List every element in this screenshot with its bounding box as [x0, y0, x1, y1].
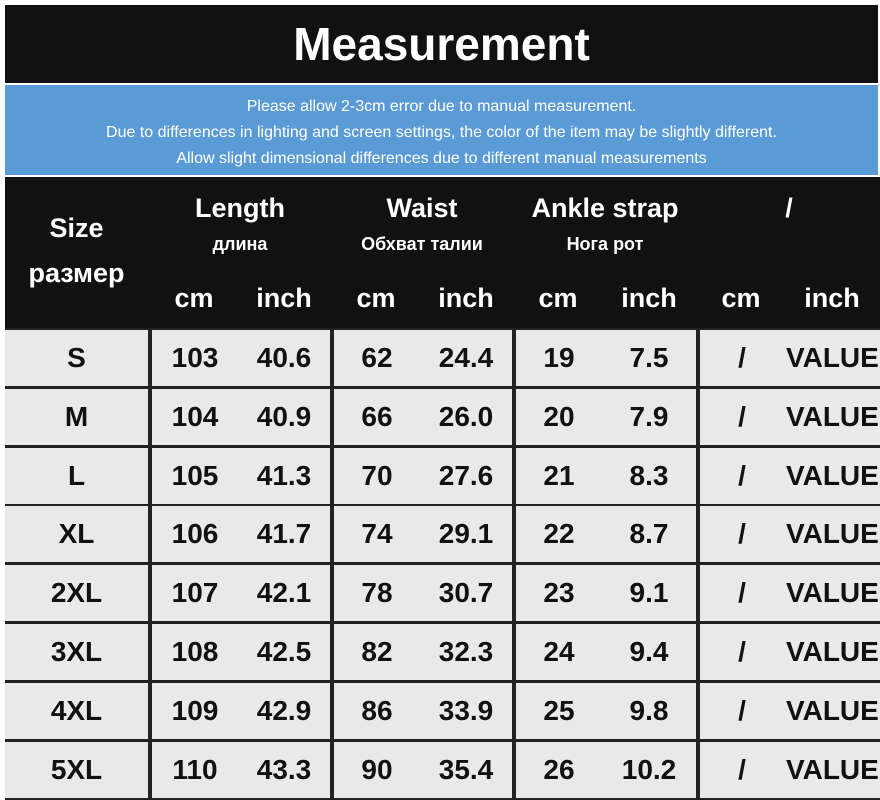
table-cell: 26.0: [420, 388, 512, 445]
table-cell: VALUE: [784, 330, 880, 386]
group-header: Waist: [386, 193, 458, 223]
table-cell: 9.4: [602, 624, 696, 680]
table-cell: /: [700, 682, 784, 739]
table-cell: VALUE: [784, 682, 880, 739]
table-cell: 41.3: [238, 447, 330, 504]
table-cell: 9.1: [602, 565, 696, 622]
table-cell: VALUE: [784, 565, 880, 622]
table-cell: 19: [516, 330, 602, 386]
table-cell: 40.6: [238, 330, 330, 386]
table-cell: 86: [334, 682, 420, 739]
table-cell: 105: [152, 447, 238, 504]
unit-header: inch: [621, 283, 677, 313]
table-cell: 23: [516, 565, 602, 622]
table-cell: VALUE: [784, 447, 880, 504]
table-cell: 26: [516, 741, 602, 798]
group-subheader: Обхват талии: [361, 234, 483, 254]
table-cell: /: [700, 447, 784, 504]
table-cell: 74: [334, 506, 420, 563]
table-cell: 40.9: [238, 388, 330, 445]
table-cell: 106: [152, 506, 238, 563]
table-cell: 43.3: [238, 741, 330, 798]
table-cell: VALUE: [784, 624, 880, 680]
table-cell: 2XL: [5, 565, 148, 622]
notice-line: Due to differences in lighting and scree…: [106, 124, 777, 141]
table-cell: 33.9: [420, 682, 512, 739]
table-cell: /: [700, 741, 784, 798]
unit-header: inch: [438, 283, 494, 313]
title: Measurement: [5, 5, 878, 83]
unit-header: inch: [256, 283, 312, 313]
table-cell: 30.7: [420, 565, 512, 622]
table-cell: 108: [152, 624, 238, 680]
table-cell: VALUE: [784, 506, 880, 563]
table-cell: S: [5, 330, 148, 386]
size-header: Size: [49, 213, 104, 243]
table-cell: 21: [516, 447, 602, 504]
table-cell: 66: [334, 388, 420, 445]
table-cell: 7.5: [602, 330, 696, 386]
group-header: /: [785, 193, 793, 223]
table-cell: 82: [334, 624, 420, 680]
table-cell: 104: [152, 388, 238, 445]
table-cell: /: [700, 624, 784, 680]
size-header: размер: [28, 258, 125, 288]
unit-header: cm: [538, 283, 578, 313]
table-cell: 35.4: [420, 741, 512, 798]
table-cell: 20: [516, 388, 602, 445]
table-cell: 32.3: [420, 624, 512, 680]
table-cell: /: [700, 388, 784, 445]
table-cell: /: [700, 506, 784, 563]
table-cell: 22: [516, 506, 602, 563]
table-cell: 62: [334, 330, 420, 386]
table-cell: /: [700, 330, 784, 386]
table-cell: 42.1: [238, 565, 330, 622]
table-cell: 7.9: [602, 388, 696, 445]
table-cell: VALUE: [784, 388, 880, 445]
unit-header: cm: [356, 283, 396, 313]
unit-header: inch: [804, 283, 860, 313]
unit-header: cm: [174, 283, 214, 313]
unit-header: cm: [721, 283, 761, 313]
table-cell: 5XL: [5, 741, 148, 798]
table-cell: 109: [152, 682, 238, 739]
table-cell: XL: [5, 506, 148, 563]
table-cell: 9.8: [602, 682, 696, 739]
table-cell: 24.4: [420, 330, 512, 386]
table-cell: /: [700, 565, 784, 622]
table-cell: 4XL: [5, 682, 148, 739]
table-header: [5, 177, 880, 328]
table-cell: 41.7: [238, 506, 330, 563]
table-cell: L: [5, 447, 148, 504]
table-cell: 42.5: [238, 624, 330, 680]
notice-line: Allow slight dimensional differences due…: [176, 150, 707, 167]
table-cell: 42.9: [238, 682, 330, 739]
table-cell: 10.2: [602, 741, 696, 798]
notice-line: Please allow 2-3cm error due to manual m…: [246, 98, 637, 115]
table-cell: 78: [334, 565, 420, 622]
table-cell: VALUE: [784, 741, 880, 798]
group-subheader: Нога рот: [566, 234, 644, 254]
table-cell: 24: [516, 624, 602, 680]
table-cell: 90: [334, 741, 420, 798]
table-cell: M: [5, 388, 148, 445]
table-cell: 8.3: [602, 447, 696, 504]
table-cell: 70: [334, 447, 420, 504]
table-cell: 3XL: [5, 624, 148, 680]
table-cell: 27.6: [420, 447, 512, 504]
group-subheader: длина: [212, 234, 268, 254]
group-header: Length: [195, 193, 285, 223]
table-cell: 107: [152, 565, 238, 622]
notice: Please allow 2-3cm error due to manual m…: [5, 85, 878, 175]
group-header: Ankle strap: [531, 193, 679, 223]
table-cell: 103: [152, 330, 238, 386]
table-cell: 110: [152, 741, 238, 798]
table-cell: 29.1: [420, 506, 512, 563]
table-cell: 25: [516, 682, 602, 739]
table-cell: 8.7: [602, 506, 696, 563]
